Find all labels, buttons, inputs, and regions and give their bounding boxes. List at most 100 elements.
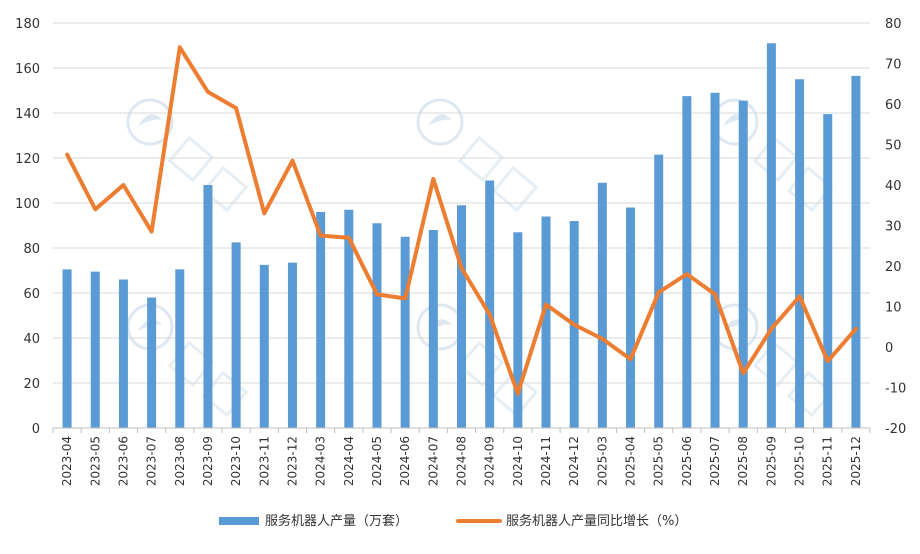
bar-series bbox=[62, 43, 861, 428]
x-tick-label: 2025-05 bbox=[652, 436, 666, 486]
y-left-tick-label: 120 bbox=[15, 152, 40, 167]
watermark-glyph bbox=[457, 340, 505, 388]
x-tick-label: 2023-09 bbox=[201, 436, 215, 486]
watermark-glyph bbox=[457, 135, 505, 183]
watermark-glyph bbox=[201, 165, 249, 213]
x-tick-label: 2023-11 bbox=[257, 436, 271, 486]
bar-2025-06 bbox=[682, 96, 692, 428]
y-right-tick-label: 50 bbox=[885, 139, 902, 154]
bar-2024-05 bbox=[372, 223, 382, 428]
legend-bar-label: 服务机器人产量（万套） bbox=[265, 513, 408, 529]
bar-2023-04 bbox=[62, 269, 72, 428]
watermark-glyph bbox=[167, 135, 215, 183]
bar-2023-11 bbox=[259, 264, 269, 428]
y-left-tick-label: 20 bbox=[23, 377, 40, 392]
line-series bbox=[65, 45, 858, 396]
y-right-tick-label: 70 bbox=[885, 58, 902, 73]
watermark-leaf bbox=[428, 114, 452, 126]
x-tick-label: 2023-10 bbox=[229, 436, 243, 486]
y-right-tick-label: 0 bbox=[885, 341, 893, 356]
x-tick-label: 2025-09 bbox=[764, 436, 778, 486]
x-tick-label: 2023-05 bbox=[88, 436, 102, 486]
x-tick-label: 2023-07 bbox=[145, 436, 159, 486]
x-tick-label: 2024-05 bbox=[370, 436, 384, 486]
watermark-leaf bbox=[428, 319, 452, 331]
x-tick-label: 2025-04 bbox=[624, 436, 638, 486]
y-left-tick-label: 80 bbox=[23, 242, 40, 257]
bar-2023-06 bbox=[118, 279, 128, 428]
legend-line-label: 服务机器人产量同比增长（%） bbox=[506, 513, 687, 529]
watermark-circle bbox=[416, 98, 464, 146]
x-tick-label: 2023-12 bbox=[285, 436, 299, 486]
x-tick-label: 2025-03 bbox=[595, 436, 609, 486]
x-tick-label: 2024-06 bbox=[398, 436, 412, 486]
x-tick-label: 2025-11 bbox=[821, 436, 835, 486]
y-left-tick-label: 0 bbox=[32, 422, 40, 437]
axes: 2023-04 2023-05 2023-06 2023-07 2023-08 2023-… bbox=[15, 17, 906, 486]
x-tick-label: 2025-08 bbox=[736, 436, 750, 486]
x-tick-label: 2025-07 bbox=[708, 436, 722, 486]
bar-2025-04 bbox=[626, 207, 636, 428]
bar-2025-03 bbox=[597, 182, 607, 428]
bar-2025-08 bbox=[738, 100, 748, 428]
watermark-circle bbox=[416, 303, 464, 351]
legend-bar-swatch bbox=[219, 517, 259, 525]
y-left-tick-label: 180 bbox=[15, 17, 40, 32]
y-right-tick-label: -20 bbox=[885, 422, 906, 437]
watermark-logo bbox=[126, 303, 249, 418]
y-right-tick-label: 80 bbox=[885, 17, 902, 32]
y-right-tick-label: -10 bbox=[885, 382, 906, 397]
x-tick-label: 2024-10 bbox=[511, 436, 525, 486]
x-tick-label: 2025-12 bbox=[849, 436, 863, 486]
x-tick-label: 2024-11 bbox=[539, 436, 553, 486]
x-tick-label: 2024-03 bbox=[314, 436, 328, 486]
y-right-tick-label: 30 bbox=[885, 220, 902, 235]
x-tick-label: 2024-08 bbox=[455, 436, 469, 486]
watermark-glyph bbox=[491, 165, 539, 213]
watermark-circle bbox=[126, 98, 174, 146]
bar-2023-07 bbox=[147, 297, 157, 428]
x-tick-label: 2024-09 bbox=[483, 436, 497, 486]
legend: 服务机器人产量（万套） 服务机器人产量同比增长（%） bbox=[219, 513, 687, 529]
bar-2023-12 bbox=[287, 262, 297, 428]
x-tick-label: 2024-04 bbox=[342, 436, 356, 486]
watermark-leaf bbox=[138, 114, 162, 126]
bar-2024-09 bbox=[485, 180, 495, 428]
bar-2025-07 bbox=[710, 92, 720, 428]
bar-2025-11 bbox=[823, 114, 833, 428]
bar-2023-10 bbox=[231, 242, 241, 428]
y-left-tick-label: 60 bbox=[23, 287, 40, 302]
x-tick-label: 2025-10 bbox=[793, 436, 807, 486]
watermark-glyph bbox=[752, 135, 800, 183]
y-right-tick-label: 40 bbox=[885, 179, 902, 194]
y-right-tick-label: 20 bbox=[885, 260, 902, 275]
watermark-circle bbox=[711, 98, 759, 146]
bar-2024-03 bbox=[316, 212, 326, 428]
watermark-logo bbox=[126, 98, 249, 213]
bar-2024-06 bbox=[400, 236, 410, 428]
bar-2024-10 bbox=[513, 232, 523, 428]
y-left-tick-label: 140 bbox=[15, 107, 40, 122]
y-left-tick-label: 40 bbox=[23, 332, 40, 347]
bar-2025-10 bbox=[795, 79, 805, 428]
x-tick-label: 2023-06 bbox=[116, 436, 130, 486]
y-left-tick-label: 160 bbox=[15, 62, 40, 77]
x-tick-label: 2024-12 bbox=[567, 436, 581, 486]
bar-2025-09 bbox=[766, 43, 776, 428]
x-tick-label: 2025-06 bbox=[680, 436, 694, 486]
bar-2023-09 bbox=[203, 185, 213, 428]
x-tick-label: 2024-07 bbox=[426, 436, 440, 486]
y-right-tick-label: 10 bbox=[885, 301, 902, 316]
x-tick-label: 2023-08 bbox=[173, 436, 187, 486]
y-left-tick-label: 100 bbox=[15, 197, 40, 212]
y-right-tick-label: 60 bbox=[885, 98, 902, 113]
watermark-glyph bbox=[752, 340, 800, 388]
bar-2024-08 bbox=[457, 205, 466, 428]
bar-2023-05 bbox=[90, 271, 100, 428]
bar-2023-08 bbox=[175, 269, 185, 428]
bar-2024-07 bbox=[428, 230, 438, 428]
bar-2025-12 bbox=[851, 75, 861, 428]
watermark-logo bbox=[416, 98, 539, 213]
bar-2024-11 bbox=[541, 216, 551, 428]
